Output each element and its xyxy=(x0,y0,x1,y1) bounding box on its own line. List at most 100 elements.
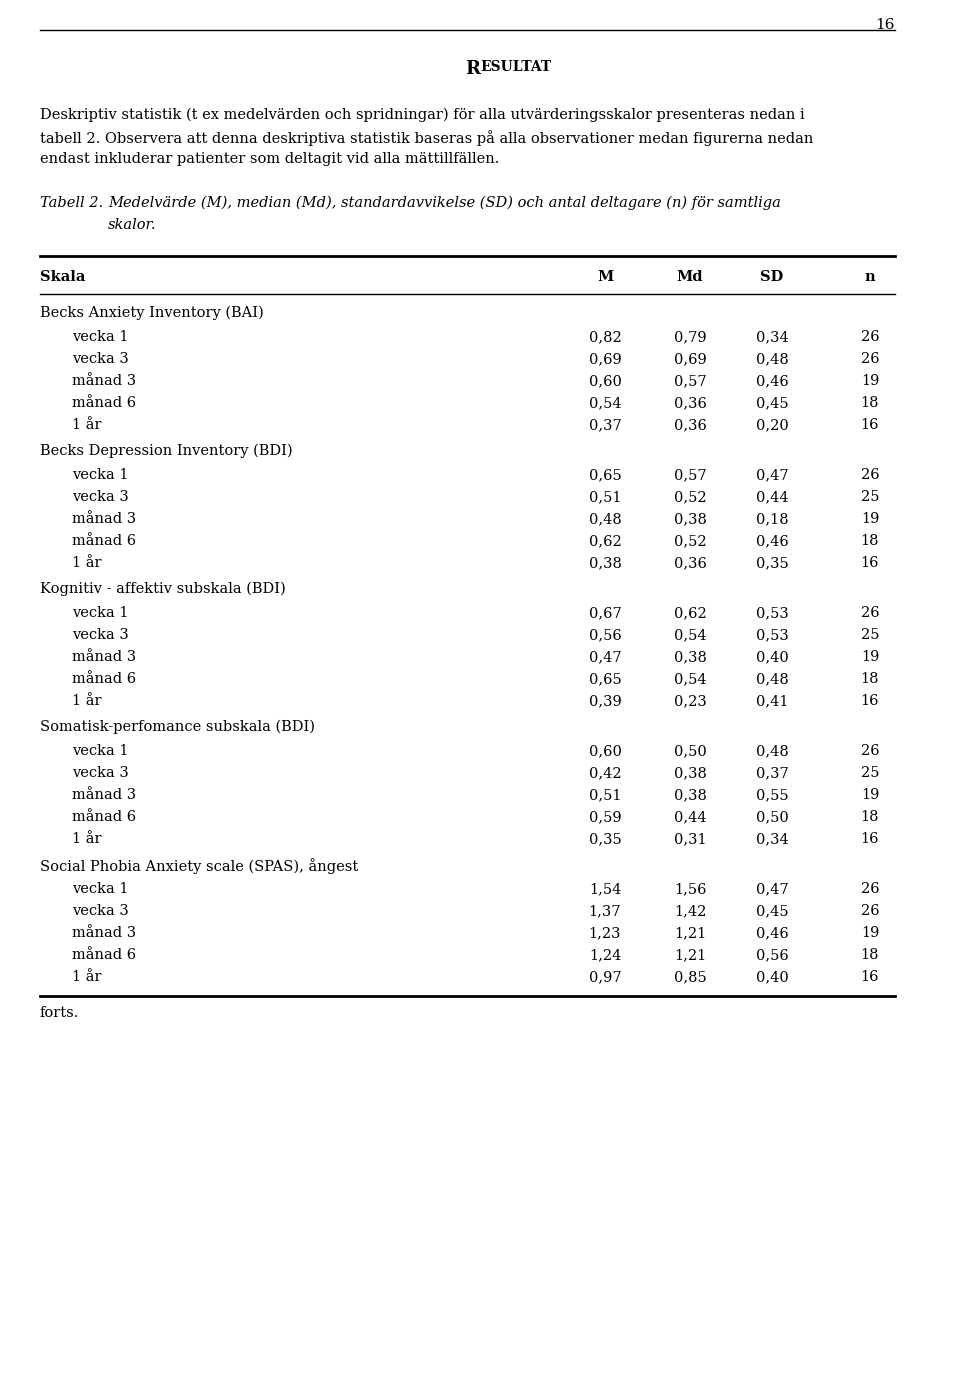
Text: 18: 18 xyxy=(861,949,879,963)
Text: 0,59: 0,59 xyxy=(588,810,621,824)
Text: månad 6: månad 6 xyxy=(72,533,136,549)
Text: 0,40: 0,40 xyxy=(756,650,788,664)
Text: vecka 3: vecka 3 xyxy=(72,628,129,642)
Text: Tabell 2.: Tabell 2. xyxy=(40,196,103,210)
Text: 0,69: 0,69 xyxy=(674,351,707,365)
Text: Somatisk-perfomance subskala (BDI): Somatisk-perfomance subskala (BDI) xyxy=(40,720,315,735)
Text: 0,50: 0,50 xyxy=(674,745,707,758)
Text: 26: 26 xyxy=(861,745,879,758)
Text: 0,52: 0,52 xyxy=(674,533,707,549)
Text: 16: 16 xyxy=(876,18,895,32)
Text: vecka 3: vecka 3 xyxy=(72,351,129,365)
Text: 0,65: 0,65 xyxy=(588,468,621,482)
Text: 19: 19 xyxy=(861,650,879,664)
Text: 0,38: 0,38 xyxy=(674,513,707,526)
Text: 1,23: 1,23 xyxy=(588,926,621,940)
Text: Social Phobia Anxiety scale (SPAS), ångest: Social Phobia Anxiety scale (SPAS), ånge… xyxy=(40,858,358,874)
Text: 0,41: 0,41 xyxy=(756,694,788,708)
Text: 18: 18 xyxy=(861,533,879,549)
Text: 16: 16 xyxy=(861,694,879,708)
Text: 1,21: 1,21 xyxy=(674,926,707,940)
Text: 16: 16 xyxy=(861,970,879,983)
Text: 0,57: 0,57 xyxy=(674,468,707,482)
Text: 26: 26 xyxy=(861,351,879,365)
Text: 0,44: 0,44 xyxy=(756,490,788,504)
Text: månad 3: månad 3 xyxy=(72,374,136,388)
Text: 0,48: 0,48 xyxy=(756,672,788,686)
Text: 18: 18 xyxy=(861,672,879,686)
Text: 0,51: 0,51 xyxy=(588,490,621,504)
Text: Skala: Skala xyxy=(40,269,85,283)
Text: 25: 25 xyxy=(861,490,879,504)
Text: endast inkluderar patienter som deltagit vid alla mättillfällen.: endast inkluderar patienter som deltagit… xyxy=(40,151,499,167)
Text: 1 år: 1 år xyxy=(72,418,102,432)
Text: vecka 1: vecka 1 xyxy=(72,468,129,482)
Text: 1,42: 1,42 xyxy=(674,904,707,918)
Text: 0,57: 0,57 xyxy=(674,374,707,388)
Text: 0,34: 0,34 xyxy=(756,331,788,344)
Text: 0,31: 0,31 xyxy=(674,832,707,846)
Text: ESULTAT: ESULTAT xyxy=(480,60,551,74)
Text: 0,47: 0,47 xyxy=(756,882,788,896)
Text: 0,42: 0,42 xyxy=(588,765,621,781)
Text: 0,37: 0,37 xyxy=(756,765,788,781)
Text: 0,65: 0,65 xyxy=(588,672,621,686)
Text: 0,45: 0,45 xyxy=(756,904,788,918)
Text: 18: 18 xyxy=(861,810,879,824)
Text: 0,54: 0,54 xyxy=(674,672,707,686)
Text: Deskriptiv statistik (t ex medelvärden och spridningar) för alla utvärderingsska: Deskriptiv statistik (t ex medelvärden o… xyxy=(40,108,804,122)
Text: 1 år: 1 år xyxy=(72,694,102,708)
Text: månad 6: månad 6 xyxy=(72,810,136,824)
Text: 0,50: 0,50 xyxy=(756,810,788,824)
Text: 0,97: 0,97 xyxy=(588,970,621,983)
Text: vecka 1: vecka 1 xyxy=(72,882,129,896)
Text: 0,52: 0,52 xyxy=(674,490,707,504)
Text: 0,20: 0,20 xyxy=(756,418,788,432)
Text: 1,24: 1,24 xyxy=(588,949,621,963)
Text: 0,48: 0,48 xyxy=(756,351,788,365)
Text: 0,18: 0,18 xyxy=(756,513,788,526)
Text: 0,35: 0,35 xyxy=(756,556,788,569)
Text: 19: 19 xyxy=(861,788,879,801)
Text: 0,53: 0,53 xyxy=(756,628,788,642)
Text: 19: 19 xyxy=(861,374,879,388)
Text: 0,23: 0,23 xyxy=(674,694,707,708)
Text: 0,36: 0,36 xyxy=(674,556,707,569)
Text: 18: 18 xyxy=(861,396,879,410)
Text: 0,47: 0,47 xyxy=(756,468,788,482)
Text: 0,54: 0,54 xyxy=(674,628,707,642)
Text: 16: 16 xyxy=(861,556,879,569)
Text: Md: Md xyxy=(677,269,704,283)
Text: 0,37: 0,37 xyxy=(588,418,621,432)
Text: 0,55: 0,55 xyxy=(756,788,788,801)
Text: forts.: forts. xyxy=(40,1006,80,1020)
Text: månad 3: månad 3 xyxy=(72,788,136,801)
Text: 19: 19 xyxy=(861,513,879,526)
Text: M: M xyxy=(597,269,613,283)
Text: 0,54: 0,54 xyxy=(588,396,621,410)
Text: 0,35: 0,35 xyxy=(588,832,621,846)
Text: 0,44: 0,44 xyxy=(674,810,707,824)
Text: 26: 26 xyxy=(861,606,879,619)
Text: 1 år: 1 år xyxy=(72,970,102,983)
Text: 0,69: 0,69 xyxy=(588,351,621,365)
Text: 0,34: 0,34 xyxy=(756,832,788,846)
Text: 0,79: 0,79 xyxy=(674,331,707,344)
Text: 0,62: 0,62 xyxy=(588,533,621,549)
Text: 0,46: 0,46 xyxy=(756,533,788,549)
Text: månad 6: månad 6 xyxy=(72,672,136,686)
Text: Medelvärde (M), median (Md), standardavvikelse (SD) och antal deltagare (n) för : Medelvärde (M), median (Md), standardavv… xyxy=(108,196,780,210)
Text: 0,47: 0,47 xyxy=(588,650,621,664)
Text: vecka 1: vecka 1 xyxy=(72,606,129,619)
Text: 1,56: 1,56 xyxy=(674,882,707,896)
Text: skalor.: skalor. xyxy=(108,218,156,232)
Text: 0,39: 0,39 xyxy=(588,694,621,708)
Text: 26: 26 xyxy=(861,331,879,344)
Text: 0,46: 0,46 xyxy=(756,374,788,388)
Text: 0,40: 0,40 xyxy=(756,970,788,983)
Text: 0,82: 0,82 xyxy=(588,331,621,344)
Text: 0,38: 0,38 xyxy=(674,765,707,781)
Text: 0,60: 0,60 xyxy=(588,374,621,388)
Text: 0,38: 0,38 xyxy=(674,650,707,664)
Text: 0,60: 0,60 xyxy=(588,745,621,758)
